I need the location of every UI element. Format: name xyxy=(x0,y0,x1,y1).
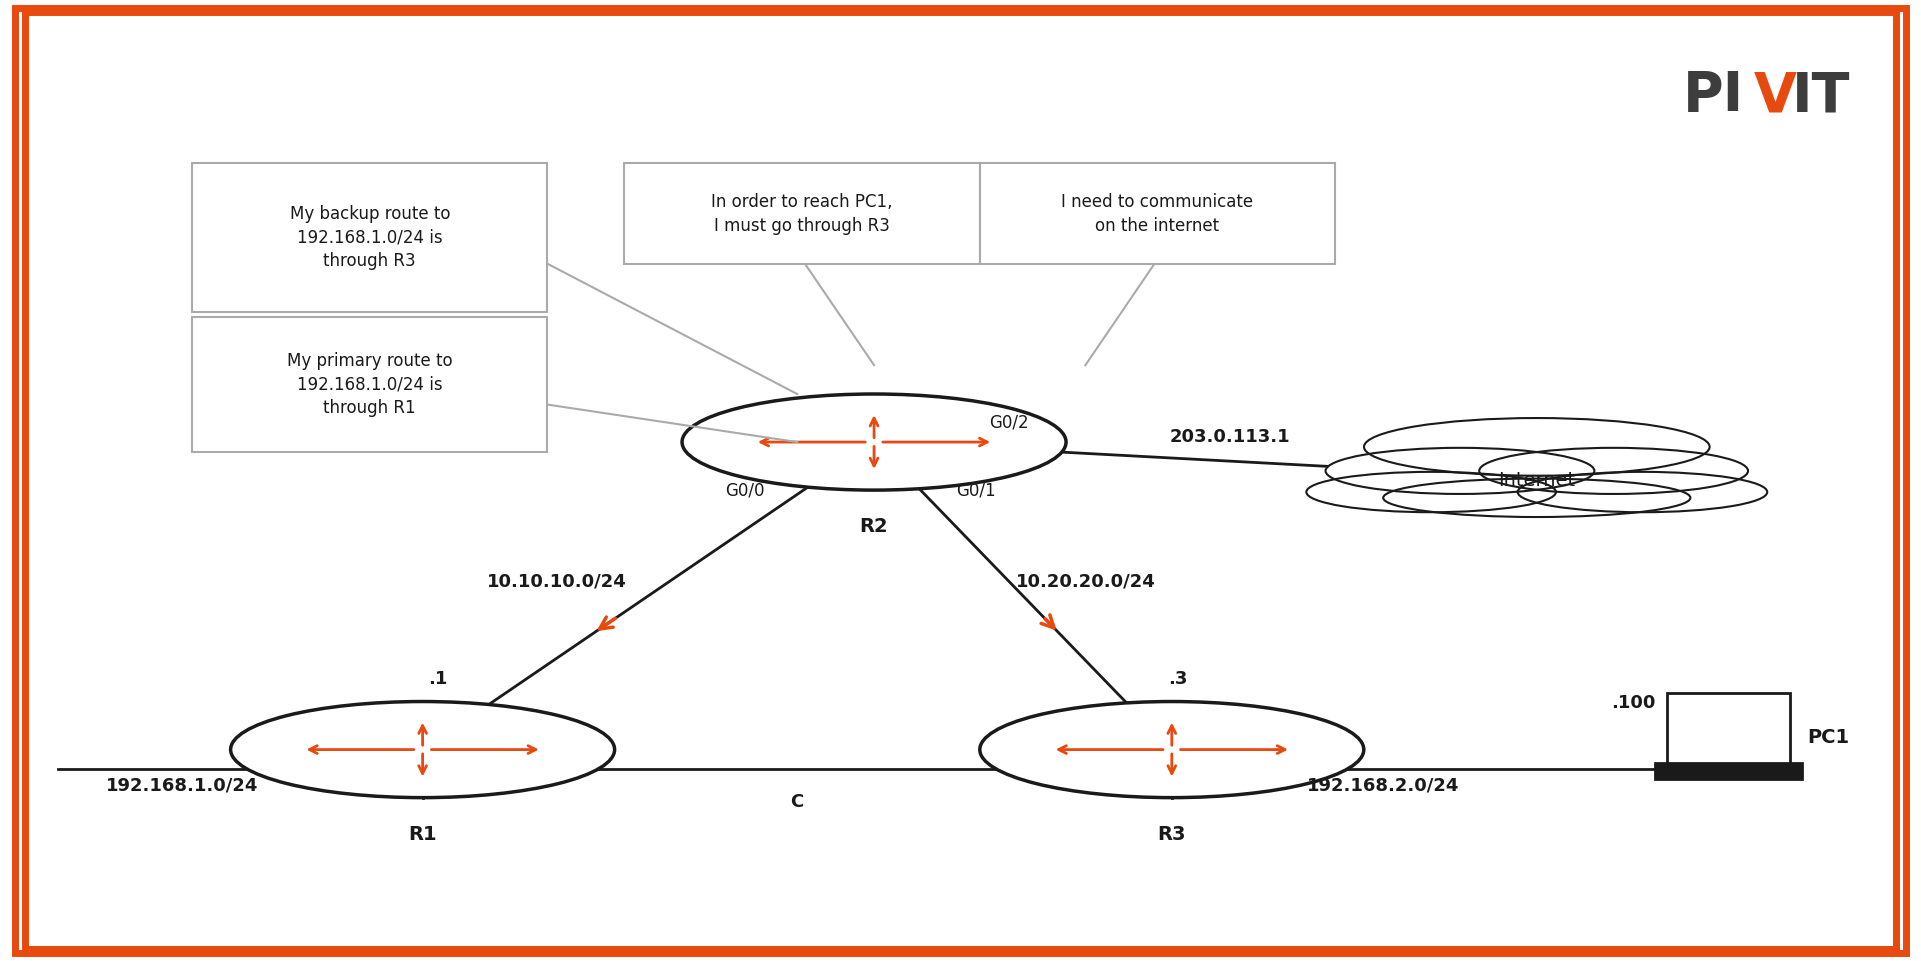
Text: 192.168.2.0/24: 192.168.2.0/24 xyxy=(1306,776,1460,794)
Text: PI: PI xyxy=(1683,69,1744,123)
FancyBboxPatch shape xyxy=(624,163,980,264)
Text: .3: .3 xyxy=(1168,671,1187,688)
Text: R2: R2 xyxy=(861,517,888,536)
Text: .1: .1 xyxy=(428,671,448,688)
Text: G0/1: G0/1 xyxy=(957,481,995,499)
Text: Internet: Internet xyxy=(1498,471,1575,490)
Text: IT: IT xyxy=(1792,69,1850,123)
Ellipse shape xyxy=(1479,448,1748,494)
Ellipse shape xyxy=(231,702,615,798)
Text: R3: R3 xyxy=(1158,825,1185,844)
FancyBboxPatch shape xyxy=(192,317,547,452)
Ellipse shape xyxy=(682,394,1066,490)
Text: 203.0.113.1: 203.0.113.1 xyxy=(1170,429,1289,446)
FancyBboxPatch shape xyxy=(980,163,1335,264)
Ellipse shape xyxy=(1383,479,1690,517)
Text: 10.10.10.0/24: 10.10.10.0/24 xyxy=(488,573,626,590)
Ellipse shape xyxy=(1518,472,1767,512)
FancyBboxPatch shape xyxy=(1656,763,1802,779)
Text: R1: R1 xyxy=(409,825,436,844)
Text: In order to reach PC1,
I must go through R3: In order to reach PC1, I must go through… xyxy=(711,193,893,234)
Text: 10.20.20.0/24: 10.20.20.0/24 xyxy=(1016,573,1155,590)
FancyBboxPatch shape xyxy=(1667,693,1790,768)
Text: 192.168.1.0/24: 192.168.1.0/24 xyxy=(106,776,259,794)
Text: PC1: PC1 xyxy=(1808,727,1850,747)
Text: G0/2: G0/2 xyxy=(989,414,1028,431)
Text: My primary route to
192.168.1.0/24 is
through R1: My primary route to 192.168.1.0/24 is th… xyxy=(286,352,453,417)
Text: .100: .100 xyxy=(1610,695,1656,712)
Text: V: V xyxy=(1754,69,1796,123)
Ellipse shape xyxy=(1364,418,1710,476)
Text: I need to communicate
on the internet: I need to communicate on the internet xyxy=(1060,193,1254,234)
Ellipse shape xyxy=(1325,448,1594,494)
Ellipse shape xyxy=(1306,472,1556,512)
FancyBboxPatch shape xyxy=(192,163,547,312)
Text: My backup route to
192.168.1.0/24 is
through R3: My backup route to 192.168.1.0/24 is thr… xyxy=(290,206,450,270)
Text: C: C xyxy=(791,794,803,811)
Ellipse shape xyxy=(980,702,1364,798)
Text: G0/0: G0/0 xyxy=(726,481,765,499)
